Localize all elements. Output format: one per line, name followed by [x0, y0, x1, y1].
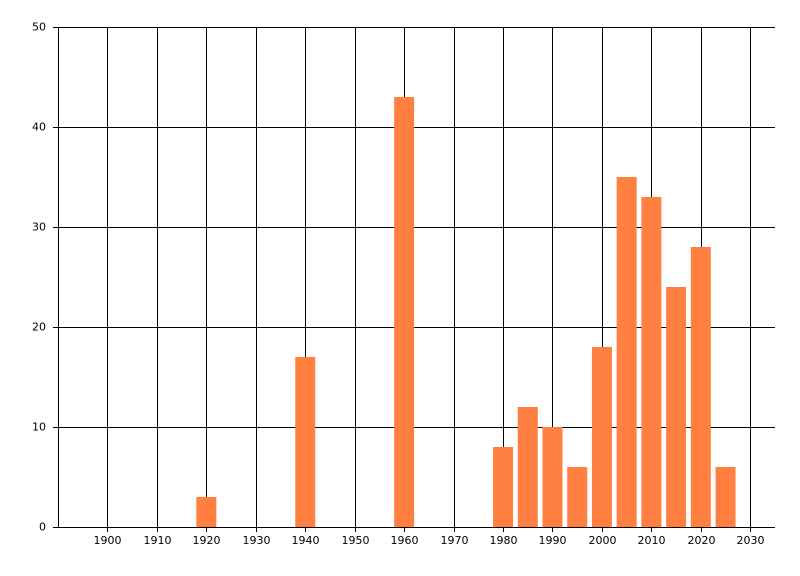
- x-tick-label: 2000: [589, 534, 617, 547]
- bar: [542, 427, 563, 527]
- bar: [666, 287, 687, 527]
- x-tick-label: 1960: [391, 534, 419, 547]
- y-tick-label: 20: [32, 321, 46, 334]
- bar: [616, 177, 637, 527]
- bar: [715, 467, 736, 527]
- x-tick-label: 1920: [193, 534, 221, 547]
- bar: [196, 497, 217, 527]
- y-tick-label: 0: [39, 521, 46, 534]
- x-tick-label: 1910: [144, 534, 172, 547]
- bar: [591, 347, 612, 527]
- bar: [394, 97, 415, 527]
- y-tick-label: 10: [32, 421, 46, 434]
- x-tick-label: 1930: [243, 534, 271, 547]
- bar: [493, 447, 514, 527]
- bar: [641, 197, 662, 527]
- x-tick-label: 1980: [490, 534, 518, 547]
- x-tick-label: 2030: [737, 534, 765, 547]
- bar: [690, 247, 711, 527]
- x-tick-label: 2010: [638, 534, 666, 547]
- x-tick-label: 1900: [94, 534, 122, 547]
- x-tick-label: 1940: [292, 534, 320, 547]
- y-tick-label: 30: [32, 221, 46, 234]
- x-tick-label: 1970: [441, 534, 469, 547]
- x-tick-label: 1950: [342, 534, 370, 547]
- bar: [295, 357, 316, 527]
- y-tick-label: 40: [32, 121, 46, 134]
- y-tick-label: 50: [32, 21, 46, 34]
- x-tick-label: 1990: [539, 534, 567, 547]
- bar: [517, 407, 538, 527]
- bar: [567, 467, 588, 527]
- x-tick-label: 2020: [688, 534, 716, 547]
